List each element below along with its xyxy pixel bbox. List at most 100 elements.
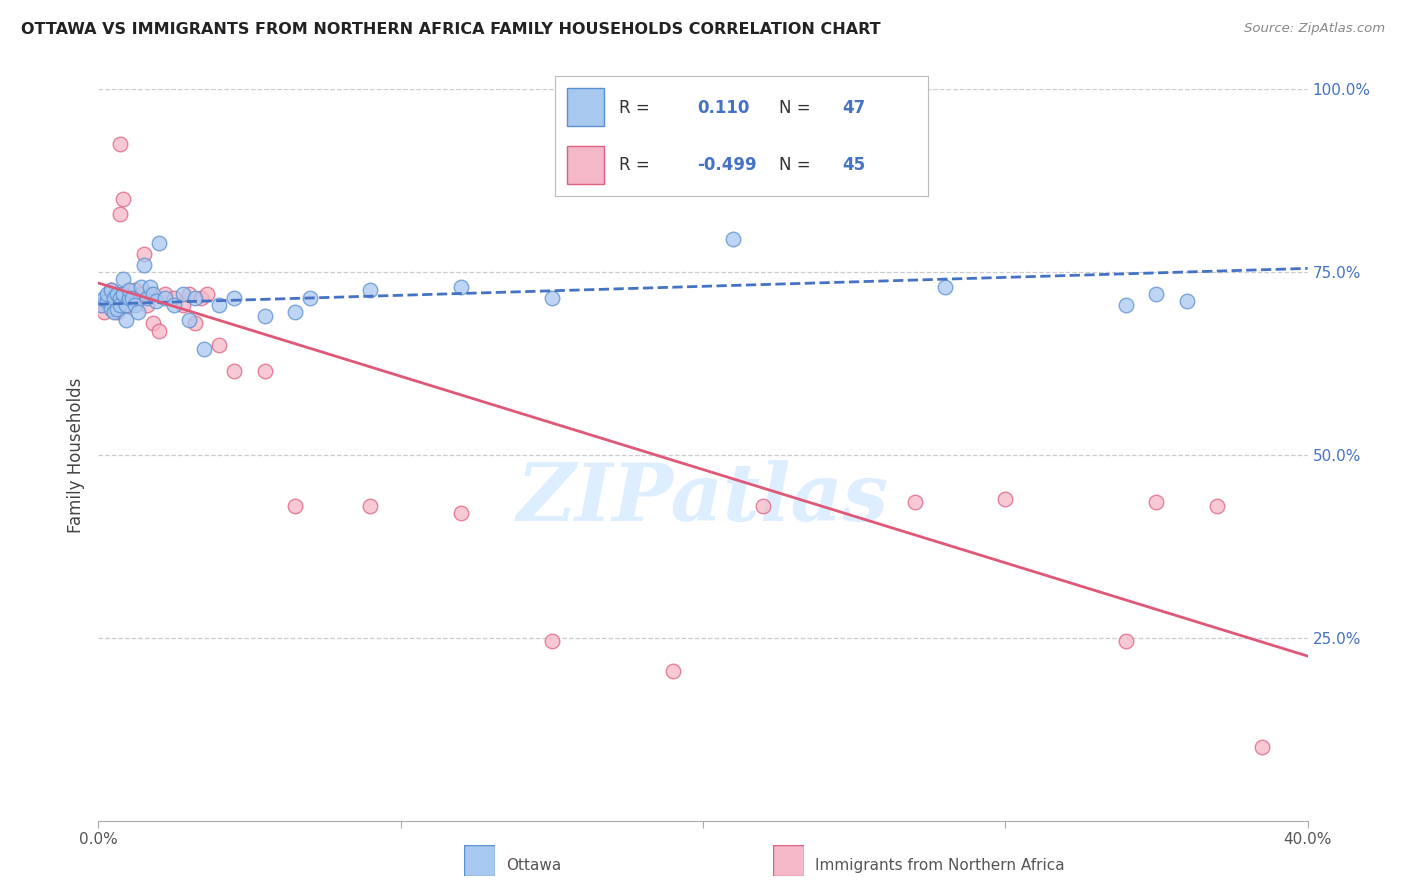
Point [934, 279, 956, 293]
Point [108, 136, 131, 151]
Point [360, 284, 382, 298]
Point [1144, 495, 1167, 509]
Point [284, 499, 307, 513]
Point [179, 287, 201, 301]
Point [172, 298, 194, 312]
Point [103, 305, 125, 319]
Text: R =: R = [619, 99, 650, 118]
Point [108, 206, 131, 220]
Text: Immigrants from Northern Africa: Immigrants from Northern Africa [815, 858, 1066, 872]
Point [114, 312, 136, 326]
Point [163, 291, 186, 305]
Point [121, 291, 143, 305]
Point [994, 491, 1017, 506]
Point [450, 507, 472, 521]
Point [124, 284, 146, 298]
Point [108, 291, 131, 305]
Point [96, 294, 118, 309]
Point [100, 284, 122, 298]
Point [184, 291, 207, 305]
Point [148, 324, 170, 338]
Point [153, 287, 176, 301]
Point [1115, 298, 1137, 312]
Point [723, 232, 745, 246]
Point [142, 316, 165, 330]
Point [121, 291, 143, 305]
Point [100, 294, 122, 309]
Point [172, 287, 194, 301]
Point [208, 338, 231, 352]
Point [153, 291, 176, 305]
Point [135, 298, 157, 312]
Point [224, 364, 246, 378]
Point [132, 258, 155, 272]
Point [103, 301, 125, 316]
Point [93, 305, 115, 319]
Point [105, 287, 128, 301]
Point [111, 192, 134, 206]
Point [127, 291, 149, 305]
Text: N =: N = [779, 99, 810, 118]
Point [118, 284, 141, 298]
Point [284, 305, 307, 319]
Bar [567, 87, 603, 127]
Point [1251, 740, 1274, 755]
Point [139, 287, 162, 301]
Point [118, 291, 141, 305]
Point [96, 291, 118, 305]
Point [139, 279, 162, 293]
Point [96, 287, 118, 301]
Point [195, 287, 218, 301]
Point [127, 305, 149, 319]
Y-axis label: Family Households: Family Households [67, 377, 86, 533]
Point [148, 235, 170, 250]
Point [93, 291, 115, 305]
Text: 0.110: 0.110 [697, 99, 749, 118]
Point [299, 291, 322, 305]
Text: ZIPatlas: ZIPatlas [517, 460, 889, 538]
Text: R =: R = [619, 156, 650, 174]
Point [190, 291, 212, 305]
Point [111, 287, 134, 301]
Point [103, 291, 125, 305]
Point [129, 279, 152, 293]
Point [124, 298, 146, 312]
Bar [567, 145, 603, 185]
Text: 45: 45 [842, 156, 865, 174]
Point [103, 291, 125, 305]
Text: -0.499: -0.499 [697, 156, 756, 174]
Text: N =: N = [779, 156, 810, 174]
Point [1144, 287, 1167, 301]
Point [904, 495, 927, 509]
Point [1175, 294, 1198, 309]
Point [100, 284, 122, 298]
Point [752, 499, 775, 513]
Text: OTTAWA VS IMMIGRANTS FROM NORTHERN AFRICA FAMILY HOUSEHOLDS CORRELATION CHART: OTTAWA VS IMMIGRANTS FROM NORTHERN AFRIC… [21, 22, 880, 37]
Point [163, 298, 186, 312]
Point [114, 291, 136, 305]
Point [135, 291, 157, 305]
Point [111, 272, 134, 286]
Point [193, 342, 215, 356]
Point [105, 287, 128, 301]
Point [100, 301, 122, 316]
Text: 47: 47 [842, 99, 866, 118]
Point [184, 316, 207, 330]
Point [118, 298, 141, 312]
Point [179, 312, 201, 326]
Point [253, 309, 276, 323]
Point [1206, 499, 1229, 513]
Point [142, 287, 165, 301]
Point [1115, 634, 1137, 648]
Point [540, 634, 562, 648]
Point [105, 301, 128, 316]
Point [108, 298, 131, 312]
Point [105, 305, 128, 319]
Point [114, 298, 136, 312]
Point [662, 664, 685, 678]
Point [90, 298, 112, 312]
Point [90, 298, 112, 312]
Text: Ottawa: Ottawa [506, 858, 561, 872]
Point [540, 291, 562, 305]
Point [208, 298, 231, 312]
